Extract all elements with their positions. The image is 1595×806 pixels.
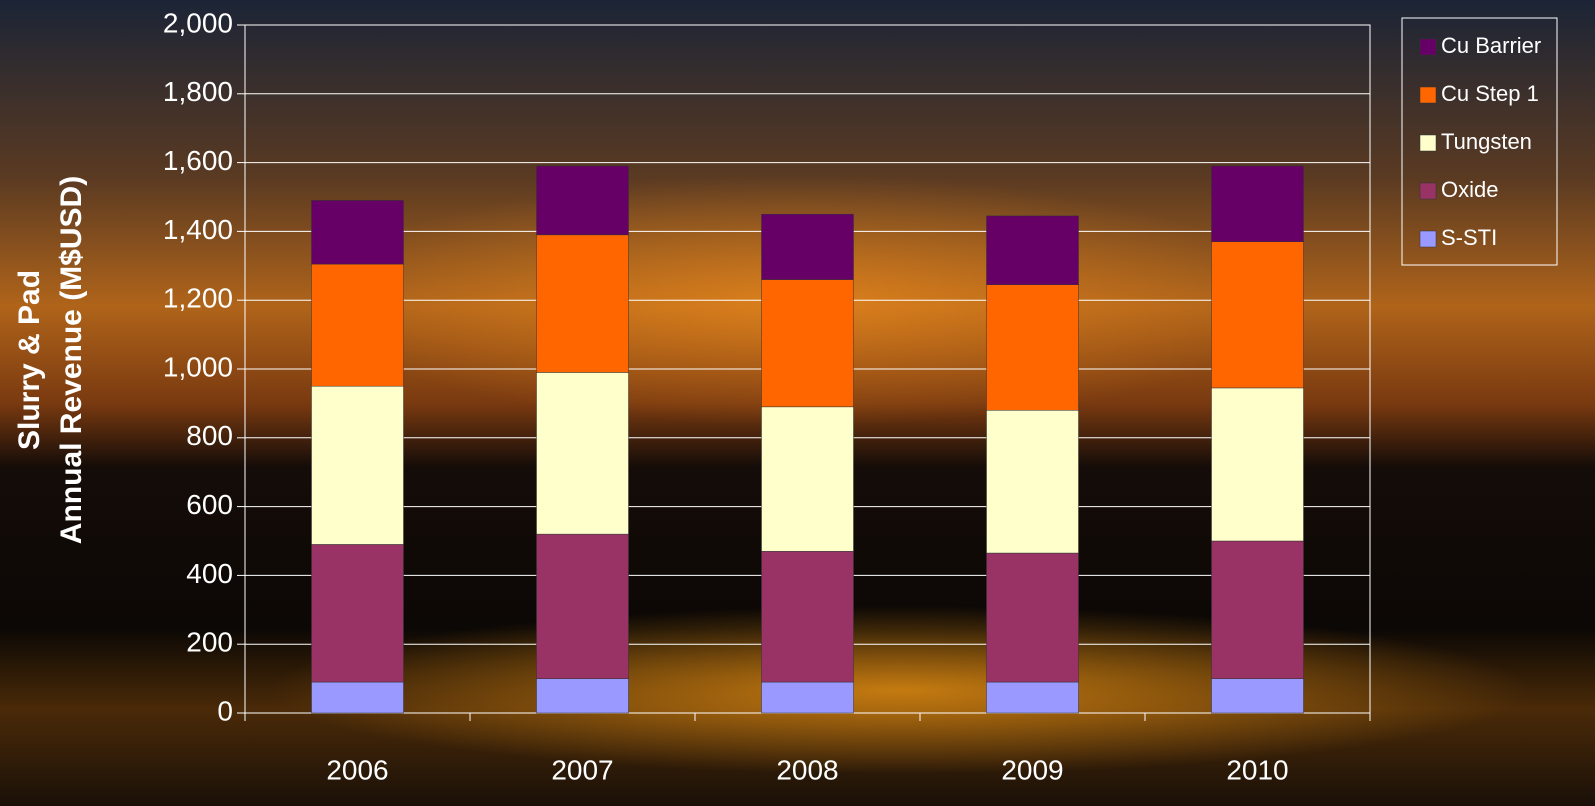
x-tick-label: 2010 [1226, 754, 1288, 785]
bar-segment [986, 410, 1079, 554]
bar-segment [986, 552, 1079, 683]
bar-segment [761, 406, 854, 552]
legend-swatch [1419, 38, 1437, 56]
bar-segment [536, 372, 629, 535]
y-axis-title-line: Annual Revenue (M$USD) [55, 176, 88, 544]
legend-label: Cu Step 1 [1441, 81, 1539, 106]
bar-segment [311, 681, 404, 714]
legend-swatch [1419, 230, 1437, 248]
legend-swatch [1419, 134, 1437, 152]
bar-segment [1211, 165, 1304, 242]
bar-segment [986, 284, 1079, 411]
y-axis-title-line: Slurry & Pad [13, 270, 46, 450]
bar-segment [536, 678, 629, 714]
bar-segment [761, 551, 854, 683]
x-tick-label: 2008 [776, 754, 838, 785]
y-tick-label: 0 [217, 695, 233, 726]
y-tick-label: 2,000 [163, 7, 233, 38]
bar-segment [1211, 678, 1304, 714]
legend-label: Cu Barrier [1441, 33, 1541, 58]
y-tick-label: 600 [186, 489, 233, 520]
bar-segment [986, 215, 1079, 285]
y-tick-label: 1,600 [163, 145, 233, 176]
bar-segment [536, 234, 629, 373]
legend-box [1401, 17, 1558, 266]
y-tick-label: 1,800 [163, 76, 233, 107]
x-tick-label: 2009 [1001, 754, 1063, 785]
bar-segment [311, 385, 404, 545]
y-tick-label: 200 [186, 627, 233, 658]
bar-segment [1211, 241, 1304, 389]
bar-segment [536, 533, 629, 679]
y-tick-label: 1,000 [163, 351, 233, 382]
x-tick-label: 2006 [326, 754, 388, 785]
legend-swatch [1419, 86, 1437, 104]
y-tick-label: 800 [186, 420, 233, 451]
bar-segment [761, 213, 854, 280]
bar-segment [761, 279, 854, 408]
y-axis-title: Slurry & Pad Annual Revenue (M$USD) [13, 176, 88, 544]
bar-segment [761, 681, 854, 714]
bar-segment [536, 165, 629, 236]
legend-label: Oxide [1441, 177, 1498, 202]
legend-swatch [1419, 182, 1437, 200]
y-tick-label: 400 [186, 558, 233, 589]
x-tick-label: 2007 [551, 754, 613, 785]
bar-segment [986, 681, 1079, 714]
bar-segment [311, 200, 404, 265]
legend-label: S-STI [1441, 225, 1497, 250]
bar-segment [311, 263, 404, 387]
bar-segment [311, 544, 404, 683]
bar-segment [1211, 387, 1304, 542]
legend-label: Tungsten [1441, 129, 1532, 154]
y-tick-label: 1,400 [163, 214, 233, 245]
y-tick-label: 1,200 [163, 283, 233, 314]
bar-segment [1211, 540, 1304, 679]
